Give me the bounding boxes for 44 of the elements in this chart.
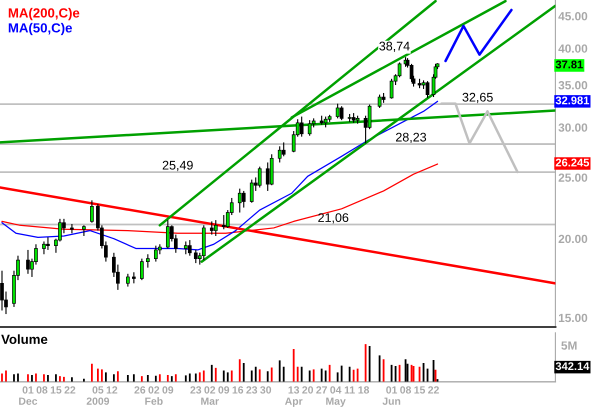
x-tick-label: 18 — [358, 386, 370, 394]
annotation: 38,74 — [379, 42, 410, 52]
y-tick-label: 25.00 — [558, 173, 588, 182]
text: 26.245 — [556, 158, 590, 166]
x-tick-label: 15 — [414, 386, 426, 394]
x-tick-label: 22 — [428, 386, 439, 394]
x-tick-label: 04 May — [326, 386, 346, 407]
x-tick-label: 01 Dec — [19, 386, 38, 405]
x-tick-label: 12 — [106, 386, 118, 394]
text: 37.81 — [556, 60, 583, 68]
x-tick-label: 30 — [260, 386, 272, 394]
text: 5M — [561, 341, 577, 350]
ref-line-label: 25,49 — [162, 160, 193, 172]
x-tick-label: 27 — [316, 386, 327, 394]
ref-line-label: 21,06 — [318, 213, 348, 224]
x-tick-label: 15 — [50, 386, 62, 394]
ref-line-label: 28,23 — [396, 132, 426, 144]
x-tick-label: 22 — [64, 386, 76, 394]
x-tick-label: 02 Mar — [201, 386, 219, 405]
y-tick-label: 15.00 — [558, 314, 588, 322]
x-tick-label: 23 — [246, 386, 258, 394]
y-tick-label: 20.00 — [558, 234, 588, 244]
x-tick-label: 08 — [36, 386, 48, 394]
x-tick-label: 11 — [344, 386, 355, 394]
text: 32.981 — [556, 96, 590, 104]
y-tick-label: 35.00 — [558, 81, 588, 90]
text: MA(200,C)e — [8, 8, 80, 20]
x-tick-label: 23 — [190, 386, 202, 394]
x-tick-label: 26 — [134, 386, 146, 394]
x-tick-label: 02 Feb — [145, 386, 163, 405]
y-tick-label: 40.00 — [558, 44, 588, 53]
text: 342.14 — [556, 362, 590, 370]
x-tick-label: 09 — [162, 386, 174, 394]
x-tick-label: 09 — [218, 386, 230, 394]
x-tick-label: 08 — [400, 386, 412, 394]
x-tick-label: 13 Apr — [284, 386, 302, 407]
text: MA(50,C)e — [8, 22, 72, 36]
ref-line-label: 32,65 — [462, 92, 493, 104]
x-tick-label: 01 Jun — [382, 386, 400, 405]
x-tick-label: 16 — [232, 386, 244, 394]
x-tick-label: 20 — [302, 386, 314, 394]
y-tick-label: 45.00 — [558, 12, 588, 20]
y-tick-label: 30.00 — [558, 123, 588, 132]
chart-title: Volume — [1, 334, 48, 344]
